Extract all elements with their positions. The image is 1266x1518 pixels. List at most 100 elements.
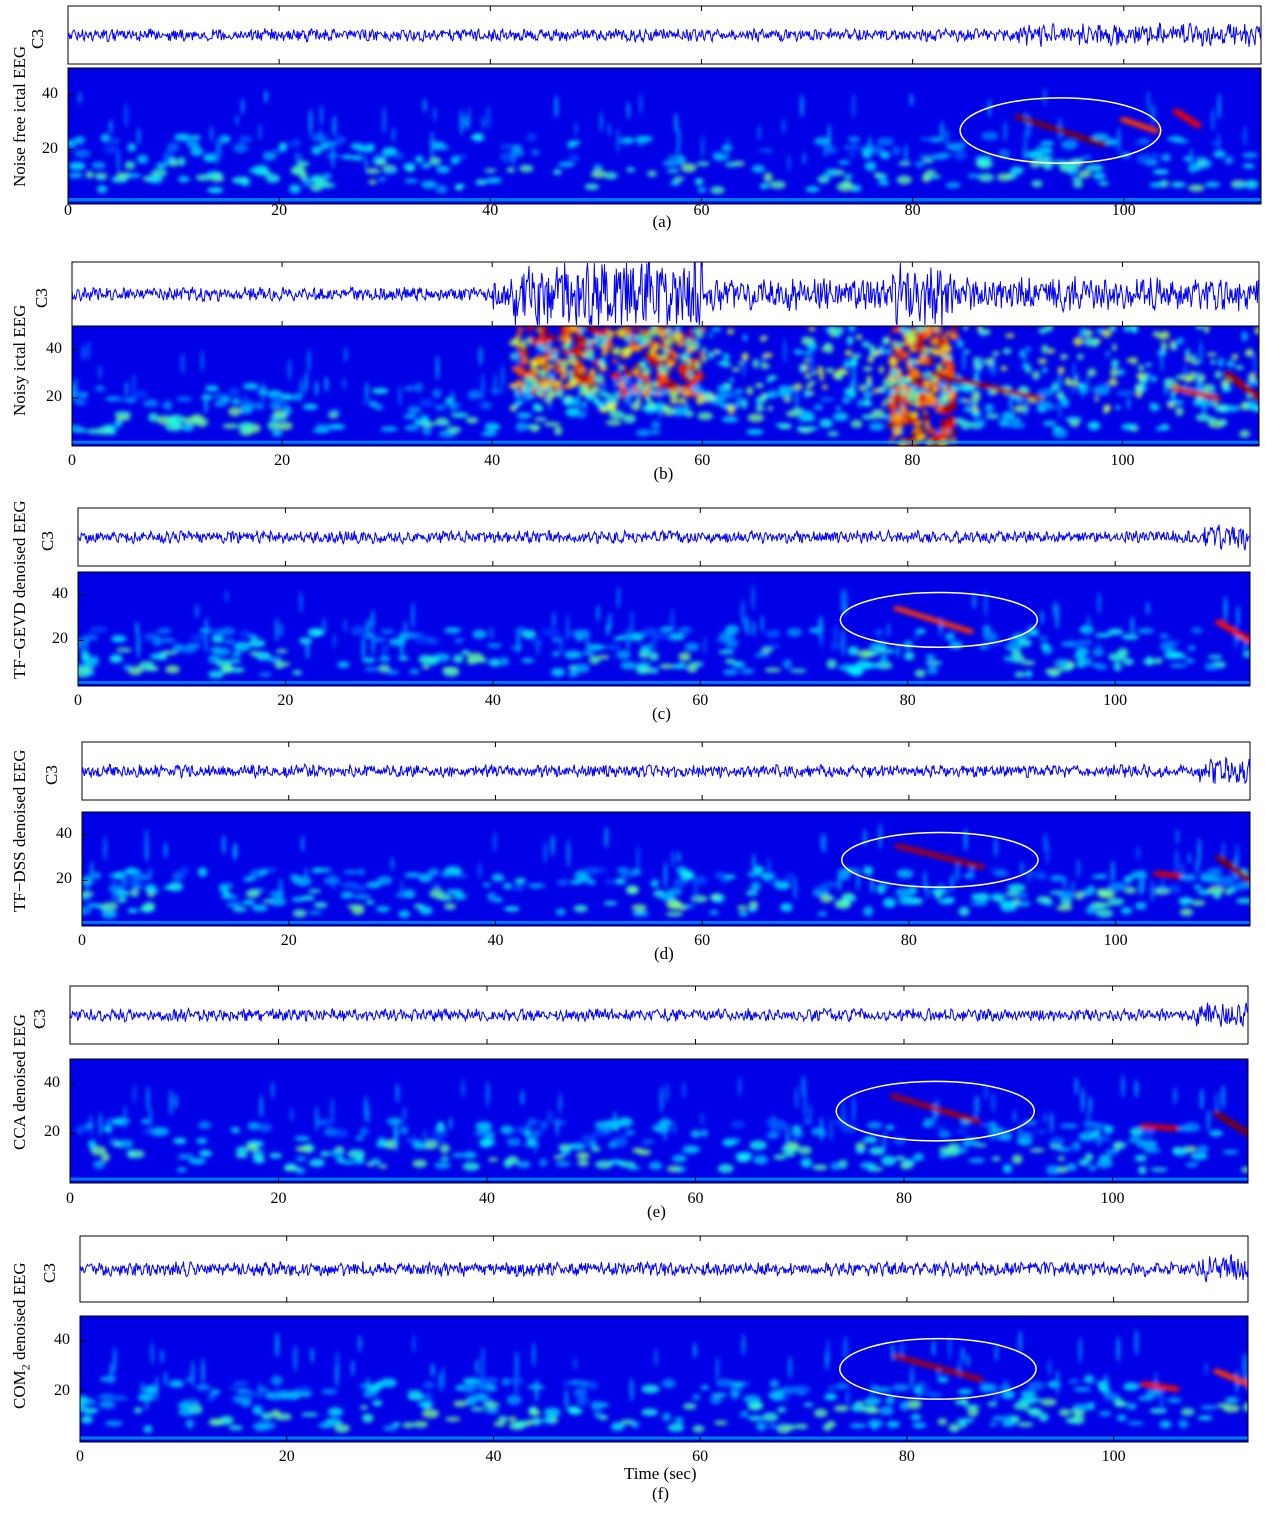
spectrogram-blob bbox=[715, 1378, 734, 1388]
spectrogram-blob bbox=[1011, 654, 1025, 664]
noise-blob bbox=[1160, 341, 1168, 351]
spectrogram-blob bbox=[191, 635, 206, 641]
spectrogram-blob bbox=[98, 1401, 116, 1409]
spectrogram-blob bbox=[1018, 638, 1032, 647]
spectrogram-blob bbox=[896, 868, 914, 879]
noise-blob bbox=[803, 389, 810, 398]
spectrogram-blob bbox=[747, 413, 765, 423]
spectrogram-blob bbox=[89, 626, 108, 633]
spectrogram-blob bbox=[1204, 1361, 1208, 1376]
spectrogram-blob bbox=[892, 145, 901, 156]
spectrogram-blob bbox=[148, 867, 153, 882]
spectrogram-blob bbox=[574, 122, 578, 136]
spectrogram-blob bbox=[875, 173, 888, 180]
spectrogram-blob bbox=[172, 643, 183, 653]
noise-burst-blob bbox=[923, 413, 930, 419]
noise-blob bbox=[694, 361, 702, 370]
noise-blob bbox=[857, 399, 865, 408]
spectrogram-blob bbox=[332, 632, 337, 648]
spectrogram-blob bbox=[573, 904, 588, 913]
spectrogram-blob bbox=[879, 1406, 894, 1416]
spectrogram-blob bbox=[667, 633, 685, 641]
spectrogram-blob bbox=[269, 403, 281, 410]
spectrogram-blob bbox=[493, 373, 498, 397]
spectrogram-blob bbox=[1113, 1401, 1128, 1407]
y-tick-label: 40 bbox=[46, 340, 62, 357]
noise-blob bbox=[1101, 328, 1112, 338]
noise-blob bbox=[1020, 364, 1030, 369]
noise-blob bbox=[1057, 366, 1065, 375]
noise-burst-blob bbox=[552, 362, 558, 369]
spectrogram-blob bbox=[179, 866, 190, 876]
spectrogram-blob bbox=[80, 650, 90, 660]
spectrogram-blob bbox=[178, 176, 190, 183]
spectrogram-blob bbox=[1058, 1408, 1071, 1417]
spectrogram-blob bbox=[248, 634, 258, 640]
spectrogram-blob bbox=[755, 1422, 767, 1431]
noise-blob bbox=[1185, 348, 1191, 359]
x-tick-label: 0 bbox=[76, 1448, 84, 1465]
spectrogram-blob bbox=[697, 187, 707, 193]
spectrogram-blob bbox=[133, 868, 137, 894]
spectrogram-blob bbox=[674, 1416, 684, 1425]
noise-blob bbox=[976, 357, 986, 367]
spectrogram-blob bbox=[568, 670, 579, 678]
spectrogram-blob bbox=[981, 131, 999, 141]
spectrogram-blob bbox=[1003, 656, 1017, 662]
spectrogram-blob bbox=[571, 663, 590, 674]
spectrogram-blob bbox=[1116, 390, 1134, 396]
noise-blob bbox=[595, 374, 605, 383]
noise-blob bbox=[1074, 374, 1079, 381]
spectrogram-blob bbox=[100, 902, 119, 911]
spectrogram-blob bbox=[769, 1379, 780, 1388]
spectrogram-blob bbox=[147, 175, 164, 184]
spectrogram-blob bbox=[798, 428, 812, 434]
spectrogram-blob bbox=[588, 1380, 599, 1391]
spectrogram-blob bbox=[630, 609, 634, 638]
noise-blob bbox=[858, 384, 868, 392]
spectrogram-blob bbox=[337, 661, 350, 669]
spectrogram-blob bbox=[667, 154, 678, 160]
spectrogram-blob bbox=[289, 138, 302, 148]
spectrogram-blob bbox=[365, 900, 375, 905]
spectrogram-blob bbox=[428, 156, 442, 166]
spectrogram-blob bbox=[967, 173, 981, 179]
spectrogram-blob bbox=[233, 641, 251, 652]
noise-burst-blob bbox=[516, 333, 522, 340]
noise-burst-blob bbox=[654, 343, 660, 350]
noise-blob bbox=[742, 334, 748, 341]
noise-blob bbox=[909, 391, 920, 401]
spectrogram-blob bbox=[527, 883, 546, 888]
spectrogram-blob bbox=[221, 834, 226, 855]
spectrogram-blob bbox=[1224, 155, 1234, 165]
noise-blob bbox=[959, 397, 966, 403]
spectrogram-blob bbox=[877, 137, 894, 146]
noise-blob bbox=[696, 397, 703, 405]
spectrogram-blob bbox=[639, 92, 643, 115]
panel-f-caption: (f) bbox=[652, 1484, 669, 1503]
spectrogram-blob bbox=[1221, 840, 1226, 862]
spectrogram-blob bbox=[296, 160, 310, 167]
spectrogram-blob bbox=[700, 1385, 710, 1390]
noise-blob bbox=[578, 384, 587, 393]
spectrogram-blob bbox=[682, 1402, 697, 1410]
spectrogram-blob bbox=[590, 169, 607, 179]
noise-blob bbox=[973, 372, 980, 382]
spectrogram-blob bbox=[1029, 871, 1047, 876]
spectrogram-blob bbox=[1001, 1420, 1016, 1427]
noise-blob bbox=[963, 385, 973, 390]
spectrogram-blob bbox=[837, 868, 842, 892]
noise-blob bbox=[586, 338, 592, 348]
spectrogram-blob bbox=[641, 627, 659, 637]
spectrogram-blob bbox=[400, 879, 404, 901]
noise-blob bbox=[851, 353, 862, 359]
noise-blob bbox=[642, 333, 652, 344]
spectrogram-blob bbox=[895, 887, 913, 898]
spectrogram-blob bbox=[819, 397, 835, 402]
noise-burst-blob bbox=[945, 330, 952, 336]
spectrogram-blob bbox=[989, 1422, 998, 1427]
spectrogram-blob bbox=[670, 180, 681, 186]
spectrogram-blob bbox=[599, 111, 604, 133]
spectrogram-blob bbox=[1052, 426, 1063, 431]
spectrogram-blob bbox=[269, 393, 284, 404]
